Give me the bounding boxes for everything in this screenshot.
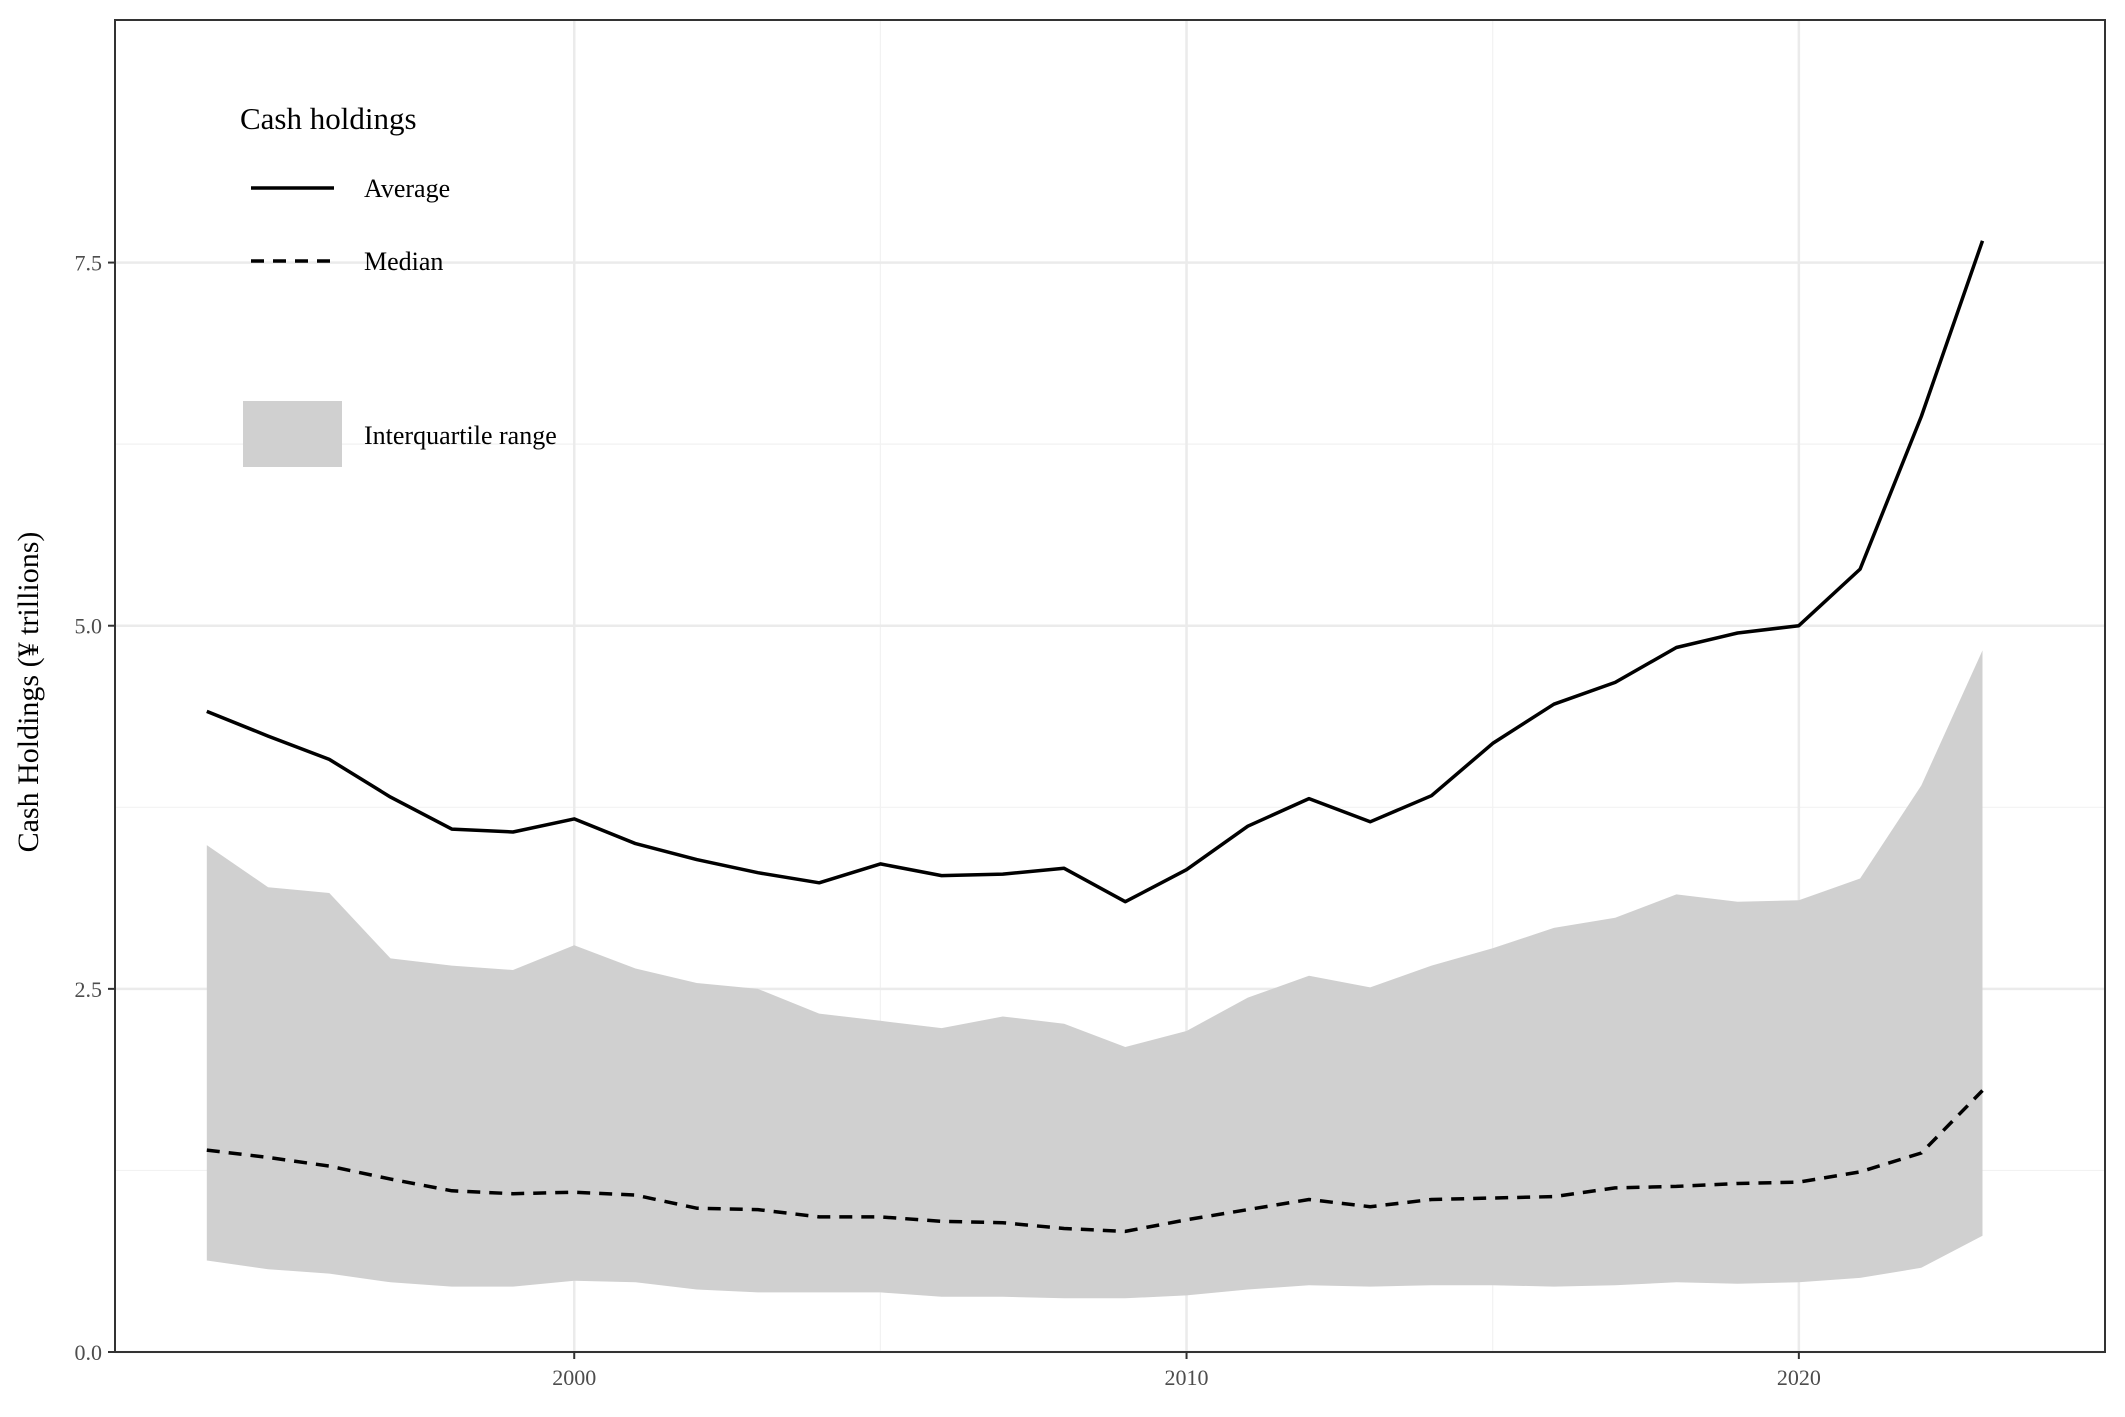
legend-title: Cash holdings bbox=[240, 101, 417, 136]
series-line-average bbox=[206, 240, 1985, 904]
x-tick-label: 2020 bbox=[1777, 1365, 1821, 1390]
y-axis-title: Cash Holdings (¥ trillions) bbox=[12, 532, 45, 853]
panel-border bbox=[114, 19, 2106, 1353]
y-tick-label: 5.0 bbox=[75, 614, 103, 639]
legend-label-average: Average bbox=[364, 174, 450, 203]
legend-background bbox=[222, 90, 482, 250]
axes-layer: 0.0 2.5 5.0 7.5 2000 2010 2020 bbox=[75, 19, 2106, 1390]
legend-key-iqr bbox=[243, 401, 342, 467]
y-tick-label: 0.0 bbox=[75, 1340, 103, 1365]
x-tick-label: 2000 bbox=[552, 1365, 596, 1390]
y-tick-label: 7.5 bbox=[75, 251, 103, 276]
y-tick-label: 2.5 bbox=[75, 977, 103, 1002]
legend-label-median: Median bbox=[364, 247, 443, 276]
x-tick-label: 2010 bbox=[1165, 1365, 1209, 1390]
iqr-band bbox=[206, 650, 1983, 1299]
series-layer bbox=[206, 240, 1985, 1234]
legend-label-iqr: Interquartile range bbox=[364, 421, 557, 450]
band-layer bbox=[206, 650, 1983, 1299]
legend: Cash holdings Average Median Interquarti… bbox=[222, 90, 557, 467]
